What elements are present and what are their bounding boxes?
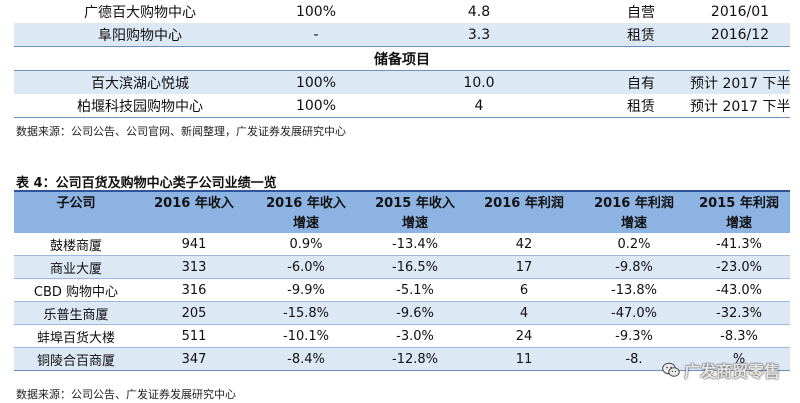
header-cell: 子公司 <box>14 192 138 214</box>
section-header: 储备项目 <box>14 46 790 71</box>
revenue-growth-2016: -15.8% <box>250 301 362 325</box>
project-opened: 2016/12 <box>690 23 790 47</box>
header-cell: 2015 年利润 <box>688 192 790 214</box>
profit-growth-2016: -13.8% <box>580 278 688 302</box>
header-row: 增速 增速 增速 增速 <box>14 214 790 233</box>
revenue-2016: 941 <box>138 233 250 256</box>
table-row: 鼓楼商厦 941 0.9% -13.4% 42 0.2% -41.3% <box>14 233 790 256</box>
title-divider <box>14 190 790 192</box>
profit-growth-2015: -41.3% <box>688 233 790 256</box>
table-row: 百大滨湖心悦城 100% 10.0 自有 预计 2017 下半年 <box>14 70 790 94</box>
project-area: 4 <box>366 94 592 118</box>
revenue-growth-2015: -16.5% <box>362 255 468 279</box>
header-cell <box>468 214 580 233</box>
header-cell: 2015 年收入 <box>362 192 468 214</box>
profit-growth-2016: -47.0% <box>580 301 688 325</box>
header-cell: 2016 年收入 <box>250 192 362 214</box>
project-area: 3.3 <box>366 23 592 47</box>
header-cell: 增速 <box>250 214 362 233</box>
subsidiary-name: 商业大厦 <box>14 255 138 279</box>
profit-2016: 11 <box>468 347 580 371</box>
subsidiary-name: 鼓楼商厦 <box>14 233 138 256</box>
revenue-2016: 205 <box>138 301 250 325</box>
header-cell: 增速 <box>580 214 688 233</box>
section-header-row: 储备项目 <box>14 46 790 71</box>
subsidiary-performance-table: 子公司 2016 年收入 2016 年收入 2015 年收入 2016 年利润 … <box>14 192 790 371</box>
data-source-note: 数据来源：公司公告、公司官网、新闻整理，广发证券发展研究中心 <box>16 125 346 138</box>
profit-growth-2015: % <box>688 347 790 371</box>
revenue-growth-2015: -3.0% <box>362 324 468 348</box>
subsidiary-name: 乐普生商厦 <box>14 301 138 325</box>
subsidiary-name: CBD 购物中心 <box>14 278 138 302</box>
revenue-growth-2015: -5.1% <box>362 278 468 302</box>
revenue-growth-2015: -9.6% <box>362 301 468 325</box>
project-opened: 预计 2017 下半年 <box>690 70 790 94</box>
table-title: 表 4：公司百货及购物中心类子公司业绩一览 <box>16 176 277 191</box>
project-stake: 100% <box>266 0 366 23</box>
subsidiary-name: 铜陵合百商厦 <box>14 347 138 371</box>
project-name: 百大滨湖心悦城 <box>14 70 266 94</box>
profit-growth-2016: -8. <box>580 347 688 371</box>
revenue-growth-2015: -13.4% <box>362 233 468 256</box>
profit-growth-2016: -9.3% <box>580 324 688 348</box>
project-ownership: 自营 <box>592 0 690 23</box>
header-row: 子公司 2016 年收入 2016 年收入 2015 年收入 2016 年利润 … <box>14 192 790 214</box>
project-stake: 100% <box>266 94 366 118</box>
revenue-growth-2016: -8.4% <box>250 347 362 371</box>
profit-2016: 4 <box>468 301 580 325</box>
project-ownership: 租赁 <box>592 94 690 118</box>
project-opened: 预计 2017 下半年 <box>690 94 790 118</box>
table-row: 铜陵合百商厦 347 -8.4% -12.8% 11 -8. % <box>14 347 790 371</box>
header-cell: 2016 年收入 <box>138 192 250 214</box>
profit-growth-2016: 0.2% <box>580 233 688 256</box>
header-cell: 增速 <box>688 214 790 233</box>
header-cell <box>138 214 250 233</box>
revenue-growth-2016: -10.1% <box>250 324 362 348</box>
projects-table: 广德百大购物中心 100% 4.8 自营 2016/01 阜阳购物中心 - 3.… <box>14 0 790 118</box>
revenue-growth-2016: -6.0% <box>250 255 362 279</box>
project-ownership: 租赁 <box>592 23 690 47</box>
header-cell: 增速 <box>362 214 468 233</box>
revenue-2016: 313 <box>138 255 250 279</box>
header-cell: 2016 年利润 <box>580 192 688 214</box>
project-opened: 2016/01 <box>690 0 790 23</box>
revenue-growth-2016: -9.9% <box>250 278 362 302</box>
table-row: 蚌埠百货大楼 511 -10.1% -3.0% 24 -9.3% -8.3% <box>14 324 790 348</box>
profit-2016: 42 <box>468 233 580 256</box>
profit-growth-2015: -43.0% <box>688 278 790 302</box>
wechat-icon <box>662 362 680 377</box>
profit-growth-2015: -32.3% <box>688 301 790 325</box>
profit-growth-2015: -23.0% <box>688 255 790 279</box>
table-row: 商业大厦 313 -6.0% -16.5% 17 -9.8% -23.0% <box>14 255 790 279</box>
watermark-text: 广发商贸零售 <box>683 362 780 381</box>
project-name: 柏堰科技园购物中心 <box>14 94 266 118</box>
table-row: 乐普生商厦 205 -15.8% -9.6% 4 -47.0% -32.3% <box>14 301 790 325</box>
project-area: 4.8 <box>366 0 592 23</box>
table-row: 柏堰科技园购物中心 100% 4 租赁 预计 2017 下半年 <box>14 94 790 118</box>
revenue-growth-2016: 0.9% <box>250 233 362 256</box>
project-ownership: 自有 <box>592 70 690 94</box>
project-stake: 100% <box>266 70 366 94</box>
profit-2016: 24 <box>468 324 580 348</box>
table-row: 广德百大购物中心 100% 4.8 自营 2016/01 <box>14 0 790 23</box>
project-name: 阜阳购物中心 <box>14 23 266 47</box>
profit-growth-2016: -9.8% <box>580 255 688 279</box>
table-row: 阜阳购物中心 - 3.3 租赁 2016/12 <box>14 23 790 47</box>
profit-2016: 6 <box>468 278 580 302</box>
project-area: 10.0 <box>366 70 592 94</box>
profit-growth-2015: -8.3% <box>688 324 790 348</box>
project-name: 广德百大购物中心 <box>14 0 266 23</box>
watermark: 广发商贸零售 <box>662 358 780 382</box>
revenue-2016: 511 <box>138 324 250 348</box>
revenue-2016: 316 <box>138 278 250 302</box>
header-cell <box>14 214 138 233</box>
revenue-2016: 347 <box>138 347 250 371</box>
table-row: CBD 购物中心 316 -9.9% -5.1% 6 -13.8% -43.0% <box>14 278 790 302</box>
subsidiary-name: 蚌埠百货大楼 <box>14 324 138 348</box>
data-source-note: 数据来源：公司公告、广发证券发展研究中心 <box>16 388 236 401</box>
header-cell: 2016 年利润 <box>468 192 580 214</box>
revenue-growth-2015: -12.8% <box>362 347 468 371</box>
profit-2016: 17 <box>468 255 580 279</box>
project-stake: - <box>266 23 366 47</box>
